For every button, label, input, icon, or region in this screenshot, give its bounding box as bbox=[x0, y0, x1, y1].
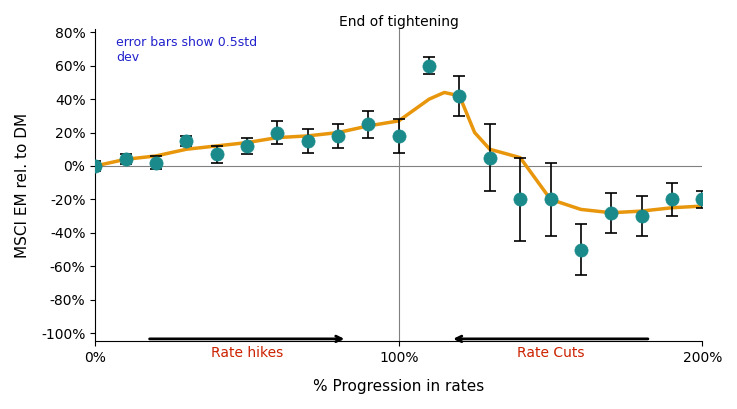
Point bbox=[271, 129, 283, 136]
Point bbox=[332, 133, 344, 139]
Point bbox=[575, 246, 587, 253]
Point bbox=[211, 151, 223, 157]
Text: End of tightening: End of tightening bbox=[339, 15, 458, 29]
Point bbox=[150, 160, 162, 166]
Text: error bars show 0.5std
dev: error bars show 0.5std dev bbox=[116, 36, 258, 64]
X-axis label: % Progression in rates: % Progression in rates bbox=[313, 379, 484, 394]
Y-axis label: MSCI EM rel. to DM: MSCI EM rel. to DM bbox=[15, 112, 30, 258]
Point bbox=[453, 92, 465, 99]
Point bbox=[393, 133, 405, 139]
Point bbox=[545, 196, 556, 203]
Text: Rate Cuts: Rate Cuts bbox=[517, 346, 584, 360]
Point bbox=[181, 138, 192, 144]
Text: Rate hikes: Rate hikes bbox=[211, 346, 283, 360]
Point bbox=[301, 138, 313, 144]
Point bbox=[423, 63, 435, 69]
Point bbox=[119, 156, 131, 162]
Point bbox=[636, 213, 648, 219]
Point bbox=[89, 163, 101, 169]
Point bbox=[241, 143, 253, 149]
Point bbox=[363, 121, 374, 128]
Point bbox=[484, 154, 496, 161]
Point bbox=[514, 196, 526, 203]
Point bbox=[605, 209, 617, 216]
Point bbox=[666, 196, 678, 203]
Point bbox=[696, 196, 708, 203]
